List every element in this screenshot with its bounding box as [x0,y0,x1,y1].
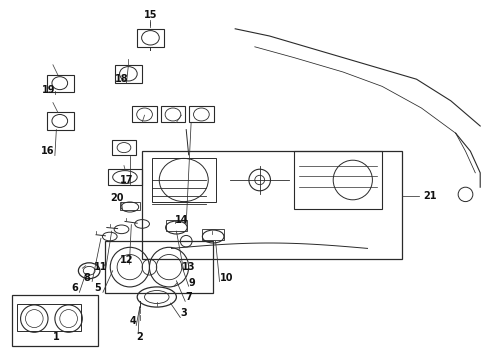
Text: 16: 16 [41,146,55,156]
Bar [137,29,164,47]
Text: 12: 12 [120,255,133,265]
Bar [152,158,216,202]
Bar [202,229,224,240]
Bar [161,106,185,122]
Bar [17,304,81,331]
Text: 19: 19 [42,85,56,95]
Bar [47,112,74,130]
Bar [12,295,98,346]
Text: 20: 20 [110,193,123,203]
Text: 1: 1 [53,332,60,342]
Bar [189,106,214,122]
Bar [132,106,157,122]
Bar [166,220,187,231]
Text: 7: 7 [185,292,192,302]
Text: 13: 13 [182,262,196,272]
Text: 10: 10 [220,273,233,283]
Text: 5: 5 [95,283,101,293]
Text: 15: 15 [144,10,157,20]
Text: 9: 9 [189,278,196,288]
Text: 8: 8 [84,273,91,283]
Text: 6: 6 [71,283,78,293]
Bar [105,241,213,293]
Bar [47,75,74,92]
Text: 4: 4 [130,316,137,326]
Text: 18: 18 [115,74,128,84]
Bar [120,202,140,210]
Bar [294,151,382,209]
Bar [115,65,142,83]
Text: 21: 21 [423,191,437,201]
Bar [108,169,142,185]
Bar [112,140,136,155]
Bar [142,151,402,259]
Text: 14: 14 [174,215,188,225]
Text: 17: 17 [120,175,133,185]
Text: 3: 3 [180,308,187,318]
Text: 11: 11 [94,262,107,272]
Text: 2: 2 [136,332,143,342]
